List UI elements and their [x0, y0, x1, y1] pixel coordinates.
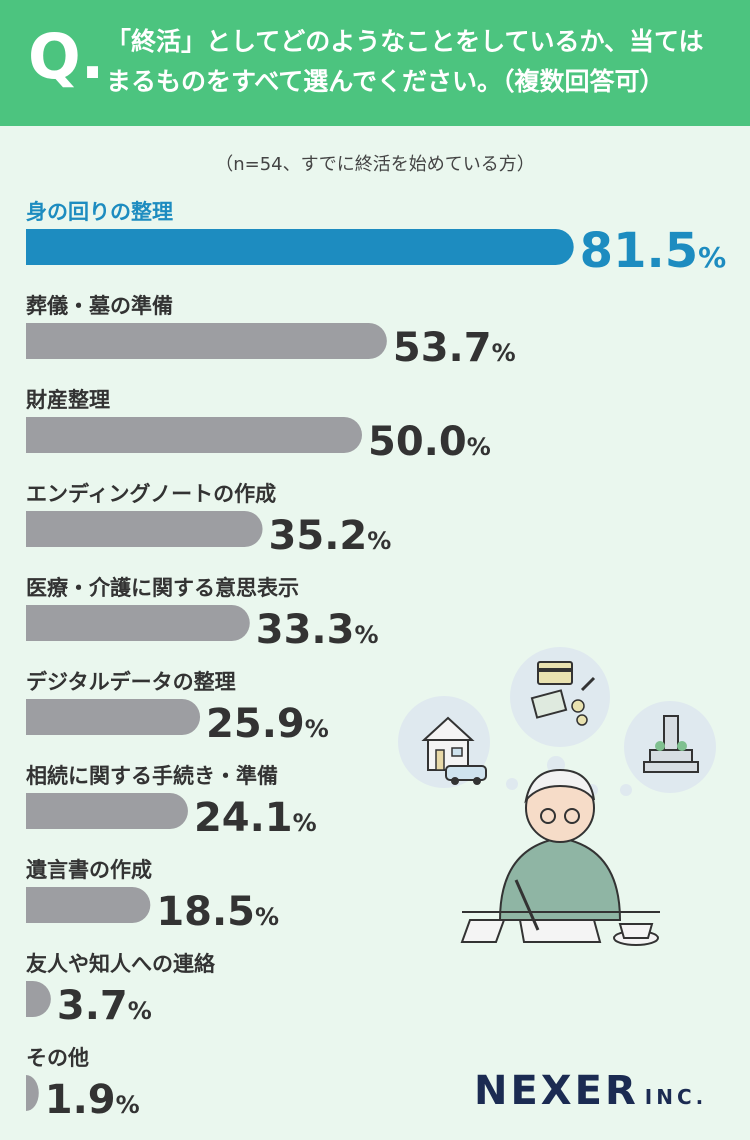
bar — [26, 511, 263, 547]
question-text: 「終活」としてどのようなことをしているか、当てはまるものをすべて選んでください。… — [106, 27, 704, 96]
category-label: 葬儀・墓の準備 — [26, 294, 173, 318]
category-label: 医療・介護に関する意思表示 — [26, 576, 299, 600]
bar — [26, 699, 201, 735]
bar — [26, 323, 387, 359]
bar — [26, 417, 362, 453]
value-label: 25.9% — [206, 701, 329, 747]
value-label: 53.7% — [393, 325, 516, 371]
bar — [26, 605, 250, 641]
category-label: デジタルデータの整理 — [26, 670, 236, 694]
category-label: 友人や知人への連絡 — [26, 952, 216, 976]
sample-note: （n=54、すでに終活を始めている方） — [215, 154, 535, 175]
bar — [26, 981, 51, 1017]
nexer-logo: NEXER INC. — [474, 1068, 707, 1114]
logo-name: NEXER — [474, 1068, 639, 1114]
category-label: エンディングノートの作成 — [26, 482, 276, 506]
value-label: 3.7% — [57, 983, 152, 1029]
bar — [26, 1075, 39, 1111]
category-label: 身の回りの整理 — [26, 200, 173, 224]
question-mark: Q. — [28, 20, 105, 93]
value-label: 24.1% — [194, 795, 317, 841]
elderly-man-writing-icon — [398, 647, 716, 946]
category-label: 相続に関する手続き・準備 — [26, 764, 278, 788]
value-label: 18.5% — [156, 889, 279, 935]
bar — [26, 887, 151, 923]
value-label: 50.0% — [368, 419, 491, 465]
category-label: 遺言書の作成 — [26, 858, 152, 882]
bar — [26, 229, 574, 265]
question-header: Q. 「終活」としてどのようなことをしているか、当てはまるものをすべて選んでくだ… — [0, 0, 750, 126]
bar — [26, 793, 188, 829]
category-label: その他 — [26, 1046, 89, 1070]
logo-suffix: INC. — [644, 1085, 708, 1109]
value-label: 81.5% — [580, 223, 727, 279]
value-label: 33.3% — [256, 607, 379, 653]
category-label: 財産整理 — [26, 388, 110, 412]
value-label: 35.2% — [269, 513, 392, 559]
value-label: 1.9% — [45, 1077, 140, 1123]
